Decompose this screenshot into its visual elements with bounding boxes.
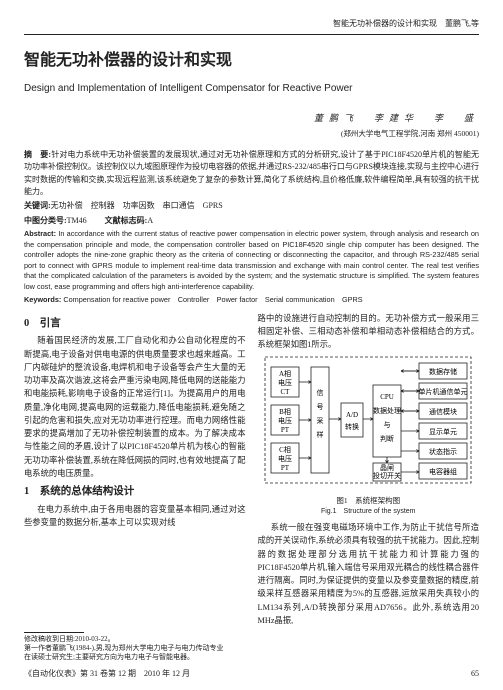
svg-text:CPU: CPU — [380, 393, 394, 401]
right-col-para-1: 路中的设施进行自动控制的目的。无功补偿方式一般采用三相固定补偿、三相动态补偿和单… — [258, 312, 480, 352]
right-col-para-2: 系统一般在强变电磁场环境中工作,为防止干扰信号所造成的开关误动作,系统必须具有较… — [258, 521, 480, 627]
section-1-para: 在电力系统中,由于各用电器的容变量基本相同,通过对这些参变量的数据分析,基本上可… — [24, 503, 246, 530]
svg-text:转换: 转换 — [345, 422, 359, 431]
svg-text:通信模块: 通信模块 — [429, 407, 457, 416]
title-english: Design and Implementation of Intelligent… — [24, 81, 479, 96]
svg-text:电压: 电压 — [278, 454, 292, 463]
left-column: 0 引言 随着国民经济的发展,工厂自动化和办公自动化程度的不断提高,电子设备对供… — [24, 312, 246, 628]
abstract-cn-text: 针对电力系统中无功补偿装置的发展现状,通过对无功补偿原理和方式的分析研究,设计了… — [24, 150, 479, 196]
abstract-cn: 摘 要:针对电力系统中无功补偿装置的发展现状,通过对无功补偿原理和方式的分析研究… — [24, 149, 479, 199]
section-0-para: 随着国民经济的发展,工厂自动化和办公自动化程度的不断提高,电子设备对供电电源的供… — [24, 334, 246, 480]
svg-text:电压: 电压 — [278, 378, 292, 387]
footer-right: 65 — [471, 668, 479, 680]
footnote-line-2: 第一作者董鹏飞(1984-),男,现为郑州大学电力电子与电力传动专业在读硕士研究… — [24, 644, 224, 662]
title-chinese: 智能无功补偿器的设计和实现 — [24, 49, 479, 73]
footer-left: 《自动化仪表》第 31 卷第 12 期 2010 年 12 月 — [24, 668, 190, 680]
class-label: 中图分类号: — [24, 216, 67, 225]
svg-text:A/D: A/D — [346, 411, 358, 419]
keywords-en-label: Keywords: — [24, 295, 61, 304]
svg-text:数据处理: 数据处理 — [373, 406, 401, 415]
svg-text:数据存储: 数据存储 — [429, 367, 457, 376]
authors-line: 董鹏飞 李建华 李 盛 — [24, 112, 479, 126]
classification-line: 中图分类号:TM46 文献标志码:A — [24, 215, 479, 227]
svg-text:采: 采 — [317, 416, 324, 425]
svg-text:信: 信 — [317, 388, 324, 397]
svg-text:PT: PT — [281, 464, 290, 472]
svg-text:晶闸: 晶闸 — [380, 464, 394, 472]
keywords-en-text: Compensation for reactive power Controll… — [63, 295, 362, 304]
footnote: 修改稿收到日期:2010-03-22。 第一作者董鹏飞(1984-),男,现为郑… — [24, 632, 224, 662]
class-no: TM46 — [67, 216, 87, 225]
svg-text:显示单元: 显示单元 — [429, 427, 457, 436]
keywords-cn: 关键词:无功补偿 控制器 功率因数 串口通信 GPRS — [24, 200, 479, 212]
footnote-line-1: 修改稿收到日期:2010-03-22。 — [24, 635, 224, 644]
abstract-en-text: In accordance with the current status of… — [24, 229, 479, 291]
keywords-en: Keywords: Compensation for reactive powe… — [24, 295, 479, 306]
section-0-heading: 0 引言 — [24, 316, 246, 332]
svg-text:样: 样 — [317, 430, 324, 439]
two-column-body: 0 引言 随着国民经济的发展,工厂自动化和办公自动化程度的不断提高,电子设备对供… — [24, 312, 479, 628]
svg-text:B相: B相 — [279, 407, 291, 416]
figure-1-caption-cn: 图1 系统框架构图 — [258, 495, 480, 506]
svg-text:单片机通信单元: 单片机通信单元 — [419, 387, 468, 396]
section-1-heading: 1 系统的总体结构设计 — [24, 484, 246, 500]
svg-text:电压: 电压 — [278, 416, 292, 425]
keywords-cn-label: 关键词: — [24, 201, 51, 210]
doccode: A — [147, 216, 153, 225]
abstract-en-label: Abstract: — [24, 229, 56, 238]
svg-text:号: 号 — [317, 403, 324, 411]
right-column: 路中的设施进行自动控制的目的。无功补偿方式一般采用三相固定补偿、三相动态补偿和单… — [258, 312, 480, 628]
figure-1: A相电压CTB相电压PTC相电压PT信号采样A/D转换CPU数据处理与判断数据存… — [258, 355, 480, 517]
svg-text:PT: PT — [281, 426, 290, 434]
svg-text:判断: 判断 — [380, 434, 394, 443]
svg-text:电容器组: 电容器组 — [429, 467, 457, 476]
abstract-en: Abstract: In accordance with the current… — [24, 229, 479, 292]
affiliation: (郑州大学电气工程学院,河南 郑州 450001) — [24, 128, 479, 139]
page-footer: 《自动化仪表》第 31 卷第 12 期 2010 年 12 月 65 — [24, 668, 479, 680]
abstract-cn-label: 摘 要: — [24, 150, 51, 159]
doccode-label: 文献标志码: — [105, 216, 148, 225]
svg-text:CT: CT — [281, 388, 291, 396]
header-rule — [24, 34, 479, 35]
svg-text:C相: C相 — [279, 445, 291, 454]
svg-text:状态指示: 状态指示 — [429, 447, 457, 456]
running-header: 智能无功补偿器的设计和实现 董鹏飞,等 — [24, 18, 479, 30]
figure-1-diagram: A相电压CTB相电压PTC相电压PT信号采样A/D转换CPU数据处理与判断数据存… — [263, 355, 473, 493]
svg-text:投切开关: 投切开关 — [373, 471, 401, 480]
figure-1-caption-en: Fig.1 Structure of the system — [258, 507, 480, 518]
svg-text:A相: A相 — [279, 369, 291, 378]
footnote-rule — [24, 632, 84, 633]
keywords-cn-text: 无功补偿 控制器 功率因数 串口通信 GPRS — [51, 201, 223, 210]
svg-text:与: 与 — [384, 421, 391, 429]
